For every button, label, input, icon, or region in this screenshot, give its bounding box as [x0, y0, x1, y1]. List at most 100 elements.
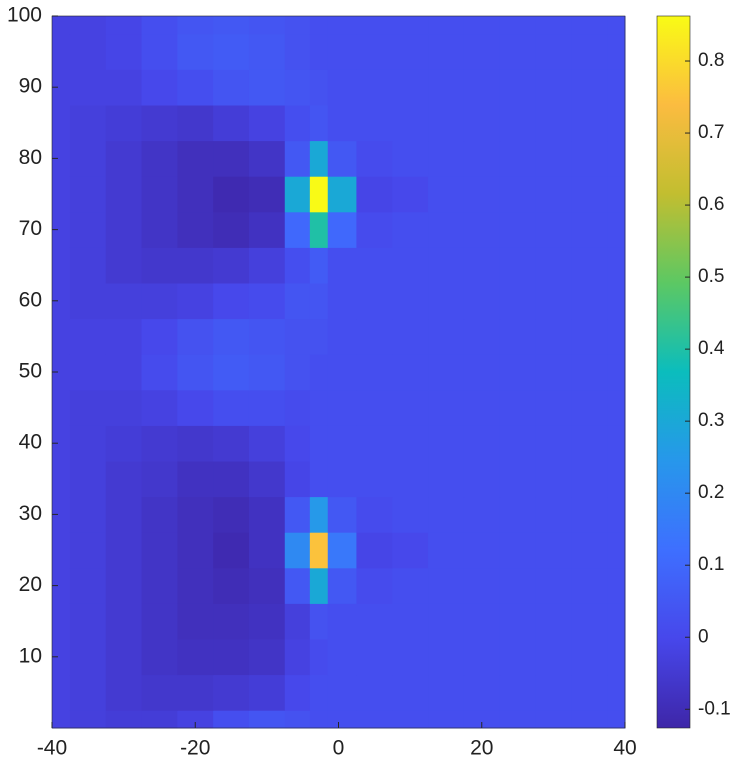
heat-cell — [428, 674, 465, 711]
heat-cell — [607, 603, 626, 640]
heat-cell — [535, 140, 572, 177]
heat-cell — [177, 674, 214, 711]
x-tick-label: -20 — [180, 737, 210, 760]
heat-cell — [69, 318, 107, 355]
heat-cell — [607, 425, 626, 462]
heat-cell — [52, 247, 71, 284]
heat-cell — [392, 33, 429, 70]
heat-cell — [69, 69, 107, 106]
heat-cell — [213, 532, 250, 569]
heat-cell — [248, 176, 286, 213]
heat-cell — [52, 710, 71, 729]
colorbar-tick-label: 0.2 — [698, 482, 724, 503]
heat-cell — [428, 33, 465, 70]
heat-cell — [607, 176, 626, 213]
heat-cell — [499, 211, 536, 248]
heat-cell — [499, 354, 536, 391]
heat-cell — [141, 176, 178, 213]
heat-cell — [177, 496, 214, 533]
heat-cell — [392, 496, 429, 533]
heat-cell — [248, 710, 286, 729]
heat-cell — [213, 69, 250, 106]
heat-cell — [141, 318, 178, 355]
heat-cell — [213, 283, 250, 320]
heat-cell — [141, 710, 178, 729]
heat-cell — [356, 461, 393, 498]
heat-cell — [69, 496, 107, 533]
heat-cell — [309, 354, 329, 391]
heat-cell — [356, 105, 393, 142]
heat-cell — [356, 354, 393, 391]
heat-cell — [105, 461, 143, 498]
heat-cell — [463, 532, 501, 569]
heat-cell — [392, 389, 429, 426]
heat-cell — [499, 639, 536, 676]
heat-cell — [141, 354, 178, 391]
heat-cell — [463, 140, 501, 177]
heat-cell — [499, 532, 536, 569]
heat-cell — [463, 603, 501, 640]
heat-cell — [309, 461, 329, 498]
heat-cell — [141, 461, 178, 498]
heat-cell — [177, 567, 214, 604]
heat-cell — [392, 16, 429, 35]
heat-cell — [428, 247, 465, 284]
heat-cell — [52, 603, 71, 640]
heat-cell — [213, 16, 250, 35]
heat-cell — [141, 603, 178, 640]
heat-cell — [141, 425, 178, 462]
heat-cell — [177, 69, 214, 106]
heat-cell — [309, 532, 329, 569]
heat-cell — [284, 16, 311, 35]
heat-cell — [327, 496, 357, 533]
heat-cell — [392, 318, 429, 355]
heat-cell — [52, 16, 71, 35]
heat-cell — [105, 354, 143, 391]
heat-cell — [607, 674, 626, 711]
heat-cell — [327, 389, 357, 426]
heat-cell — [284, 425, 311, 462]
heat-cell — [535, 567, 572, 604]
heat-cell — [535, 69, 572, 106]
heat-cell — [535, 211, 572, 248]
heat-cell — [284, 674, 311, 711]
colorbar-tick-label: 0.1 — [698, 554, 724, 575]
heat-cell — [535, 710, 572, 729]
heat-cell — [327, 69, 357, 106]
heat-cell — [463, 283, 501, 320]
heat-cell — [309, 496, 329, 533]
colorbar-tick-label: 0.7 — [698, 122, 724, 143]
heat-cell — [499, 140, 536, 177]
heat-cell — [177, 461, 214, 498]
heat-cell — [284, 567, 311, 604]
heat-cell — [213, 496, 250, 533]
heat-cell — [463, 674, 501, 711]
heat-cell — [284, 496, 311, 533]
heat-cell — [463, 69, 501, 106]
heat-cell — [327, 140, 357, 177]
heat-cell — [535, 247, 572, 284]
heat-cell — [248, 425, 286, 462]
heat-cell — [571, 69, 608, 106]
heat-cell — [392, 176, 429, 213]
y-tick-label: 20 — [19, 573, 42, 596]
heat-cell — [69, 247, 107, 284]
heat-cell — [428, 140, 465, 177]
heat-cell — [356, 532, 393, 569]
heat-cell — [213, 461, 250, 498]
heat-cell — [69, 710, 107, 729]
heat-cell — [356, 639, 393, 676]
heat-cell — [356, 389, 393, 426]
heatmap — [52, 16, 626, 729]
heat-cell — [309, 567, 329, 604]
heat-cell — [571, 674, 608, 711]
heat-cell — [607, 710, 626, 729]
x-tick-label: 20 — [470, 737, 493, 760]
heat-cell — [571, 639, 608, 676]
heat-cell — [69, 176, 107, 213]
heat-cell — [428, 354, 465, 391]
heat-cell — [105, 318, 143, 355]
heat-cell — [69, 567, 107, 604]
heat-cell — [607, 354, 626, 391]
heat-cell — [248, 16, 286, 35]
